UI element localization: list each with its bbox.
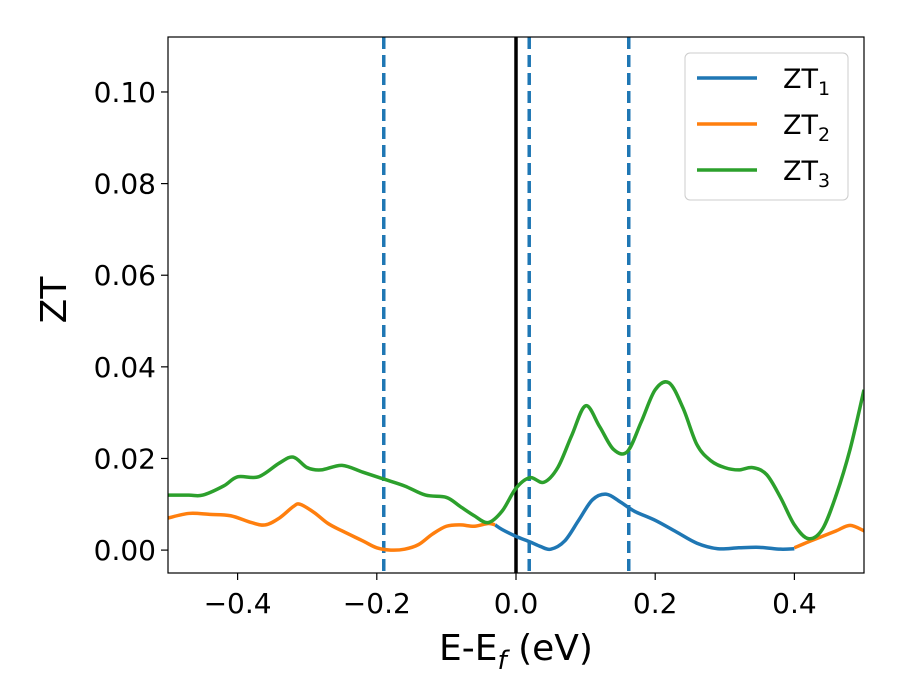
series-zt3-line [168, 380, 864, 541]
series-zt2-line-part-2 [793, 523, 864, 550]
y-tick-label: 0.10 [94, 76, 156, 109]
y-tick-label: 0.06 [94, 259, 156, 292]
series-zt1-line [494, 492, 795, 552]
legend-box [684, 52, 849, 201]
legend-label-zt2: ZT2 [783, 110, 830, 146]
x-axis-ticks: −0.4 −0.2 0.0 0.2 0.4 [204, 573, 817, 620]
y-tick-label: 0.00 [94, 534, 156, 567]
y-axis-ticks: 0.00 0.02 0.04 0.06 0.08 0.10 [94, 76, 168, 567]
y-tick-label: 0.08 [94, 168, 156, 201]
x-tick-label: −0.4 [204, 587, 272, 620]
x-tick-label: 0.4 [772, 587, 817, 620]
x-tick-label: 0.2 [633, 587, 678, 620]
legend-label-zt3: ZT3 [783, 156, 830, 192]
legend-label-zt1: ZT1 [783, 64, 830, 100]
legend: ZT1 ZT2 ZT3 [684, 52, 849, 201]
y-tick-label: 0.04 [94, 351, 156, 384]
x-tick-label: 0.0 [494, 587, 539, 620]
vertical-marker-lines [382, 37, 631, 573]
x-axis-label: E-Ef (eV) [439, 628, 593, 676]
series-layer [168, 380, 864, 552]
y-tick-label: 0.02 [94, 442, 156, 475]
series-zt2-line-part-1 [168, 502, 496, 552]
y-axis-label: ZT [34, 276, 75, 324]
x-tick-label: −0.2 [343, 587, 411, 620]
